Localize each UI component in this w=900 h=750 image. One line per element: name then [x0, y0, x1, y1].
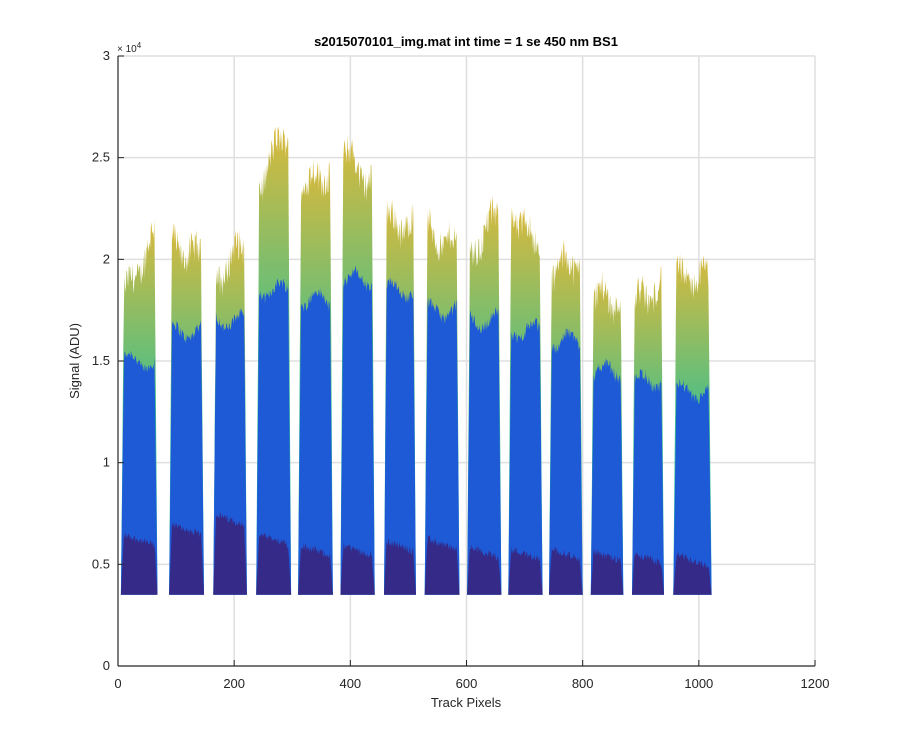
track-bottom-layer — [256, 532, 292, 595]
chart-title: s2015070101_img.mat int time = 1 se 450 … — [314, 34, 618, 49]
x-axis-label: Track Pixels — [431, 695, 502, 710]
track-band — [590, 269, 624, 595]
track-bottom-layer — [340, 541, 375, 595]
track-middle-layer — [256, 278, 292, 595]
x-tick-label: 1000 — [684, 676, 713, 691]
track-middle-layer — [298, 287, 333, 595]
track-band — [213, 229, 247, 595]
track-bottom-layer — [213, 512, 247, 595]
track-band — [340, 135, 375, 595]
x-tick-label: 1200 — [801, 676, 830, 691]
track-band — [508, 206, 543, 595]
x-tick-label: 800 — [572, 676, 594, 691]
track-bottom-layer — [673, 552, 712, 595]
y-axis-label: Signal (ADU) — [67, 323, 82, 399]
y-exponent-label: × 104 — [117, 41, 142, 55]
y-tick-label: 1 — [103, 455, 110, 470]
track-band — [424, 207, 460, 595]
track-middle-layer — [120, 350, 158, 595]
track-band — [632, 266, 664, 595]
track-bottom-layer — [590, 547, 624, 595]
track-bottom-layer — [120, 532, 158, 595]
track-band — [298, 158, 333, 595]
track-middle-layer — [673, 378, 712, 595]
track-middle-layer — [384, 277, 416, 595]
y-exponent-power: 4 — [137, 41, 142, 50]
track-bottom-layer — [384, 538, 416, 595]
track-bottom-layer — [424, 535, 460, 595]
track-bottom-layer — [549, 546, 583, 595]
y-tick-label: 0 — [103, 658, 110, 673]
y-exponent-base: × 10 — [117, 44, 137, 55]
track-middle-layer — [340, 266, 375, 595]
axes — [117, 55, 816, 667]
track-bottom-layer — [508, 545, 543, 595]
tick-labels: 0 200 400 600 800 1000 1200 0 0.5 1 1.5 2 2.5 3 — [92, 48, 830, 691]
track-middle-layer — [632, 369, 664, 595]
track-band — [169, 223, 204, 595]
track-band — [120, 218, 158, 595]
track-band — [384, 198, 416, 595]
track-middle-layer — [508, 317, 543, 595]
y-tick-label: 2.5 — [92, 150, 110, 165]
track-middle-layer — [467, 307, 502, 595]
track-bottom-layer — [632, 552, 664, 595]
track-band — [673, 253, 712, 595]
y-tick-label: 2 — [103, 251, 110, 266]
y-tick-label: 3 — [103, 48, 110, 63]
y-tick-label: 1.5 — [92, 353, 110, 368]
track-bottom-layer — [298, 543, 333, 595]
track-band — [256, 126, 292, 595]
track-bottom-layer — [169, 521, 204, 595]
track-middle-layer — [424, 296, 460, 595]
track-middle-layer — [169, 320, 204, 595]
data-area — [120, 126, 712, 595]
track-bottom-layer — [467, 543, 502, 595]
track-middle-layer — [549, 328, 583, 595]
x-tick-label: 200 — [223, 676, 245, 691]
x-tick-label: 400 — [339, 676, 361, 691]
y-tick-label: 0.5 — [92, 556, 110, 571]
x-tick-label: 600 — [456, 676, 478, 691]
track-middle-layer — [590, 357, 624, 595]
track-band — [467, 196, 502, 595]
track-band — [549, 239, 583, 595]
x-tick-label: 0 — [114, 676, 121, 691]
